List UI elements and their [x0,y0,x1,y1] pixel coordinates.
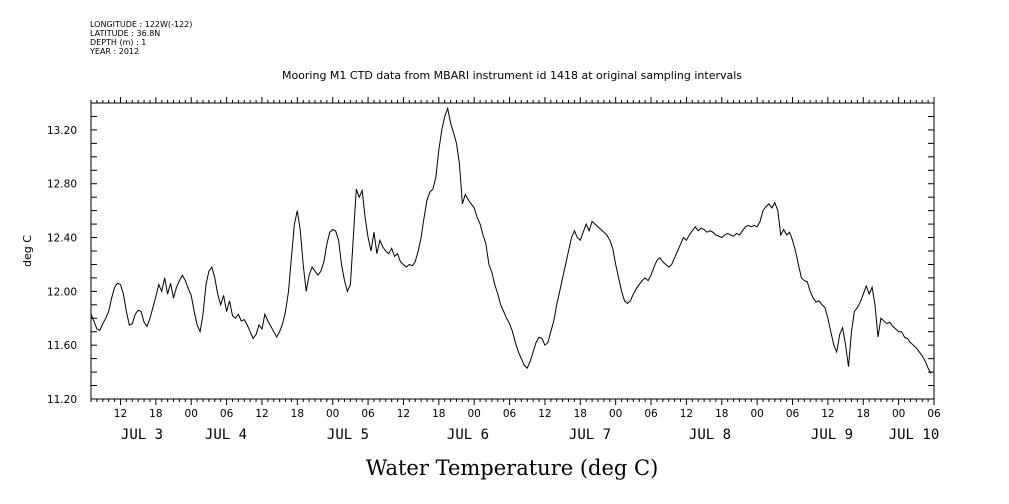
y-axis-label: deg C [21,235,34,267]
x-axis: 12 18 00 06 12 18 00 06 12 18 00 06 12 18 00 06 12 18 00 06… [114,408,941,443]
x-day-label: JUL 3 [121,427,163,443]
chart-title: Mooring M1 CTD data from MBARI instrumen… [282,69,742,82]
x-tick-label: 12 [680,408,693,420]
y-tick-label: 12.80 [47,179,77,191]
x-tick-label: 00 [467,408,480,420]
year-text: YEAR : 2012 [90,47,140,56]
x-tick-label: 00 [750,408,763,420]
y-tick-label: 13.20 [47,125,77,137]
x-tick-label: 06 [644,408,658,420]
x-tick-label: 12 [114,408,127,420]
series-line [90,106,932,374]
x-tick-label: 18 [857,408,870,420]
x-tick-label: 00 [892,408,905,420]
x-tick-label: 06 [786,408,800,420]
minor-ticks [90,97,935,405]
x-day-label: JUL 10 [889,427,940,443]
latitude-text: LATITUDE : 36.8N [90,29,161,38]
x-tick-label: 00 [185,408,198,420]
y-tick-label: 11.60 [47,340,77,352]
longitude-text: LONGITUDE : 122W(-122) [90,20,193,29]
x-tick-label: 18 [574,408,587,420]
x-day-label: JUL 7 [569,427,611,443]
x-tick-label: 06 [220,408,234,420]
y-axis: 11.20 11.60 12.00 12.40 12.80 13.20 [47,125,77,406]
x-axis-label: Water Temperature (deg C) [366,456,659,480]
x-tick-label: 12 [538,408,551,420]
plot-frame [90,102,935,400]
x-tick-label: 18 [291,408,304,420]
depth-text: DEPTH (m) : 1 [90,38,147,47]
x-tick-label: 00 [326,408,339,420]
x-tick-label: 18 [149,408,162,420]
x-day-label: JUL 8 [689,427,731,443]
y-tick-label: 12.40 [47,233,77,245]
x-tick-label: 00 [609,408,622,420]
x-tick-label: 18 [432,408,445,420]
x-day-label: JUL 5 [327,427,369,443]
x-tick-label: 06 [927,408,941,420]
x-day-label: JUL 9 [811,427,853,443]
x-tick-label: 18 [715,408,728,420]
x-tick-label: 12 [821,408,834,420]
x-tick-label: 06 [503,408,517,420]
y-tick-label: 12.00 [47,286,77,298]
x-day-label: JUL 6 [447,427,489,443]
x-tick-label: 12 [397,408,410,420]
x-tick-label: 12 [255,408,268,420]
x-tick-label: 06 [361,408,375,420]
metadata-block: LONGITUDE : 122W(-122) LATITUDE : 36.8N … [90,20,192,56]
y-tick-label: 11.20 [47,394,77,406]
x-day-label: JUL 4 [205,427,247,443]
